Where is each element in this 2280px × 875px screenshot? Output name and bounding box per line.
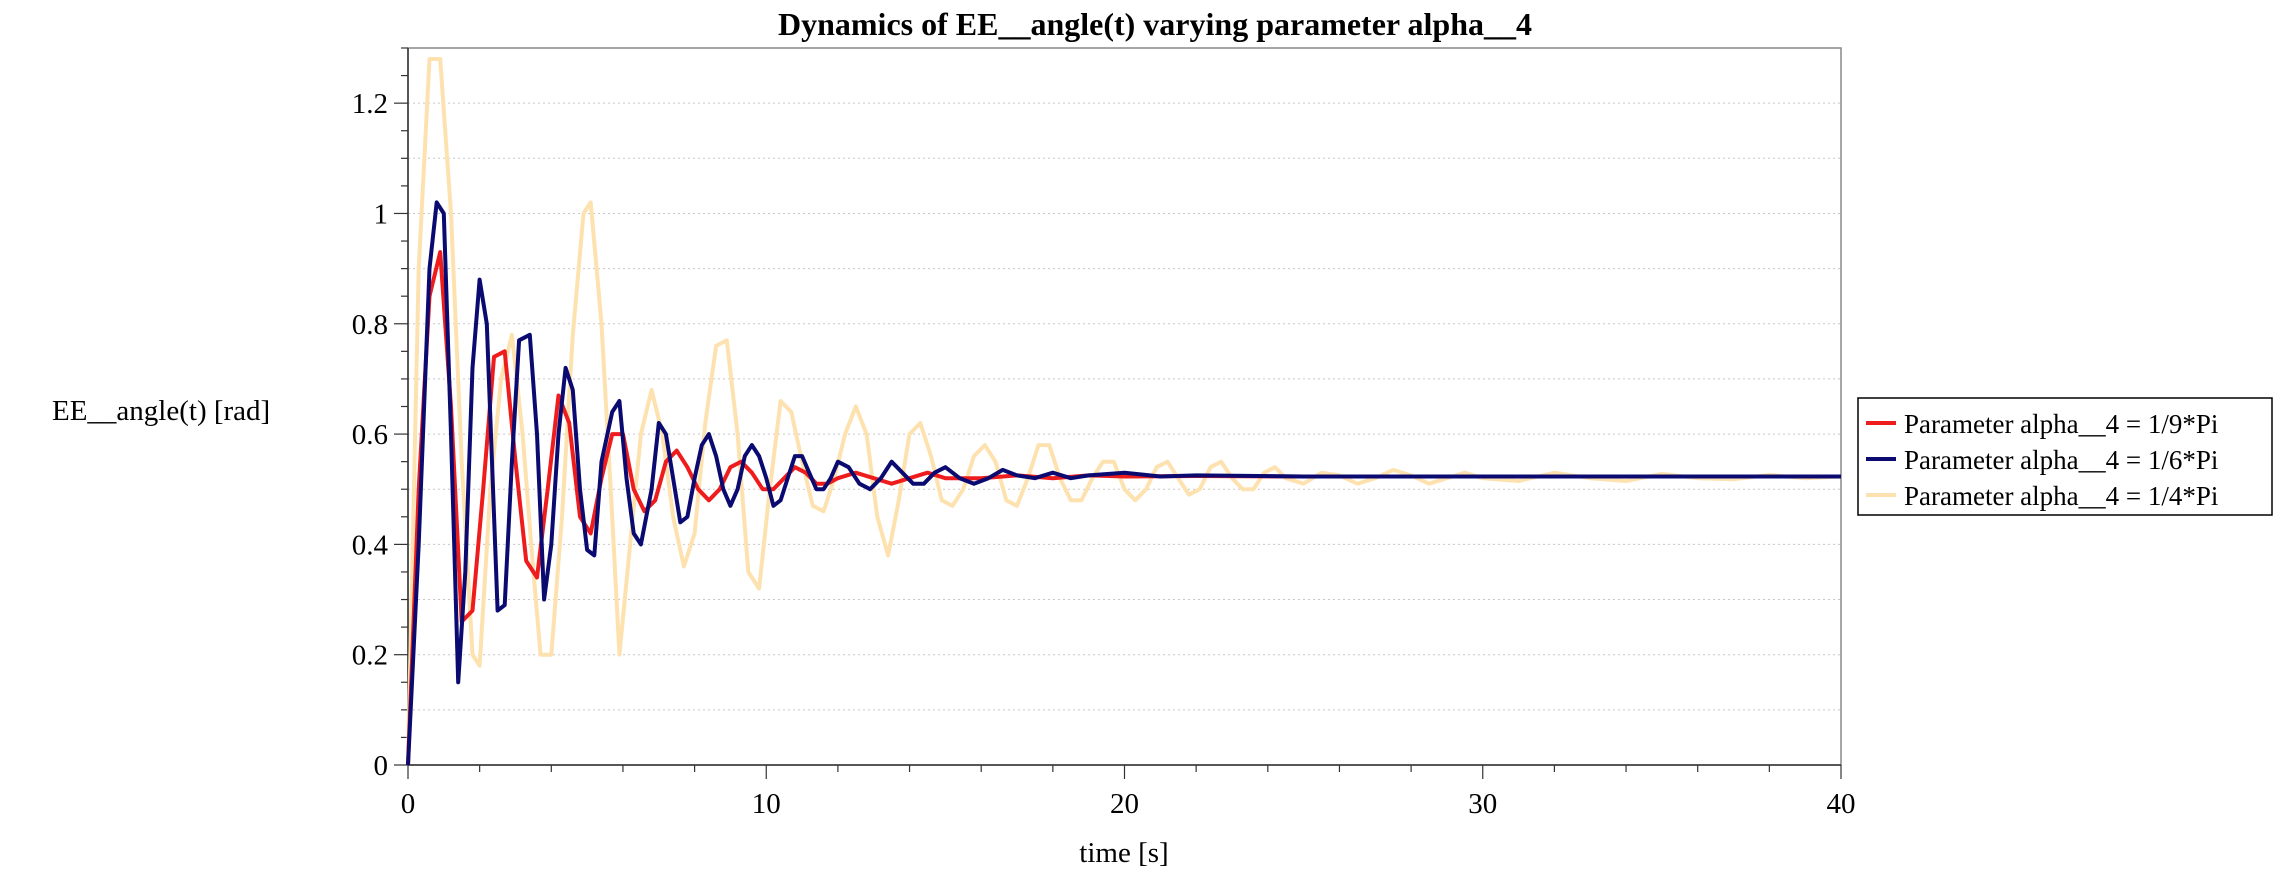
y-tick-label: 0.2 bbox=[352, 640, 388, 672]
series-line-1 bbox=[406, 250, 1841, 766]
x-axis-label: time [s] bbox=[1079, 837, 1168, 869]
x-tick-label: 20 bbox=[1110, 788, 1139, 820]
legend: Parameter alpha__4 = 1/9*Pi Parameter alp… bbox=[1857, 397, 2273, 516]
plot-area bbox=[407, 47, 1842, 766]
series-line-3 bbox=[406, 57, 1842, 766]
x-axis-ticks: 0 10 20 30 40 bbox=[401, 765, 1856, 820]
legend-box bbox=[1857, 397, 2273, 516]
y-axis-label: EE__angle(t) [rad] bbox=[52, 395, 270, 427]
y-axis-ticks: 0 0.2 0.4 0.6 0.8 1 1.2 bbox=[352, 47, 408, 782]
chart-title: Dynamics of EE__angle(t) varying paramet… bbox=[778, 6, 1532, 42]
series-lines bbox=[406, 57, 1842, 766]
x-tick-label: 0 bbox=[401, 788, 416, 820]
legend-label: Parameter alpha__4 = 1/6*Pi bbox=[1904, 445, 2218, 475]
y-tick-label: 1 bbox=[374, 198, 389, 230]
grid-lines bbox=[408, 102, 1841, 711]
y-tick-label: 0.4 bbox=[352, 529, 389, 561]
legend-label: Parameter alpha__4 = 1/4*Pi bbox=[1904, 481, 2218, 511]
y-tick-label: 0 bbox=[374, 750, 389, 782]
x-tick-label: 40 bbox=[1827, 788, 1856, 820]
legend-label: Parameter alpha__4 = 1/9*Pi bbox=[1904, 409, 2218, 439]
y-tick-label: 1.2 bbox=[352, 88, 388, 120]
x-tick-label: 10 bbox=[752, 788, 781, 820]
y-tick-label: 0.8 bbox=[352, 309, 388, 341]
series-line-2 bbox=[406, 200, 1841, 766]
y-tick-label: 0.6 bbox=[352, 419, 388, 451]
x-tick-label: 30 bbox=[1468, 788, 1497, 820]
